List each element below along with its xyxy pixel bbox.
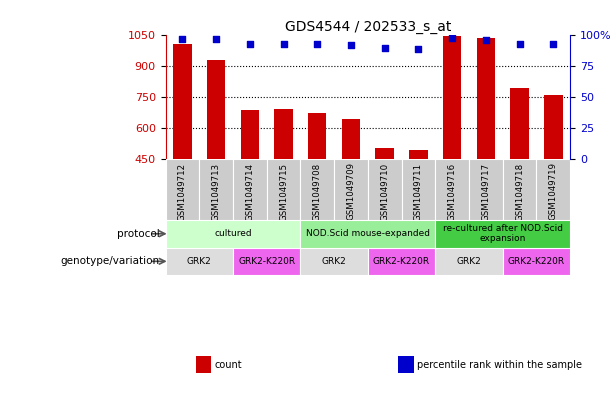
Bar [375,148,394,160]
Bar [435,160,469,220]
Bar [536,160,570,220]
Bar [334,160,368,220]
Bar [300,248,368,275]
Point [245,41,255,47]
Bar [503,248,570,275]
Text: cultured: cultured [214,229,252,238]
Text: GSM1049714: GSM1049714 [245,162,254,220]
Text: GRK2: GRK2 [457,257,481,266]
Text: GSM1049718: GSM1049718 [515,162,524,220]
Bar [341,119,360,160]
Text: percentile rank within the sample: percentile rank within the sample [417,360,582,370]
Text: GSM1049712: GSM1049712 [178,162,187,220]
Bar [308,113,327,160]
Text: GSM1049719: GSM1049719 [549,162,558,220]
Bar [510,88,529,160]
Bar [207,60,226,160]
Point [312,41,322,47]
Point [211,36,221,42]
Text: GRK2: GRK2 [322,257,346,266]
Text: GSM1049708: GSM1049708 [313,162,322,220]
Point [413,46,423,52]
Text: re-cultured after NOD.Scid
expansion: re-cultured after NOD.Scid expansion [443,224,563,244]
Bar [409,150,428,160]
Text: protocol: protocol [116,229,159,239]
Bar [368,248,435,275]
Point [346,42,356,48]
Text: GSM1049717: GSM1049717 [481,162,490,220]
Bar [435,220,570,248]
Text: genotype/variation: genotype/variation [60,256,159,266]
Text: GRK2-K220R: GRK2-K220R [373,257,430,266]
Bar [166,160,199,220]
Bar [402,160,435,220]
Text: GSM1049715: GSM1049715 [279,162,288,220]
Bar [435,248,503,275]
Bar [503,160,536,220]
Point [481,37,490,44]
Point [278,41,289,47]
Point [514,41,524,47]
Text: GSM1049716: GSM1049716 [447,162,457,220]
Point [447,35,457,41]
Title: GDS4544 / 202533_s_at: GDS4544 / 202533_s_at [284,20,451,34]
Text: GRK2-K220R: GRK2-K220R [238,257,295,266]
Bar [199,160,233,220]
Bar [233,160,267,220]
Point [548,41,558,47]
Bar [300,160,334,220]
Bar [267,160,300,220]
Text: GSM1049711: GSM1049711 [414,162,423,220]
Bar [443,37,462,160]
Text: GRK2: GRK2 [187,257,211,266]
Text: GSM1049713: GSM1049713 [211,162,221,220]
Bar [300,220,435,248]
Bar [544,95,563,160]
Text: count: count [215,360,242,370]
Point [178,36,188,42]
Text: NOD.Scid mouse-expanded: NOD.Scid mouse-expanded [306,229,430,238]
Bar [233,248,300,275]
Bar [173,44,192,160]
Point [379,45,389,51]
Bar [469,160,503,220]
Bar [166,248,233,275]
Bar [274,109,293,160]
Text: GRK2-K220R: GRK2-K220R [508,257,565,266]
Text: GSM1049710: GSM1049710 [380,162,389,220]
Bar [368,160,402,220]
Bar [166,220,300,248]
Bar [476,39,495,160]
Text: GSM1049709: GSM1049709 [346,162,356,220]
Bar [240,110,259,160]
